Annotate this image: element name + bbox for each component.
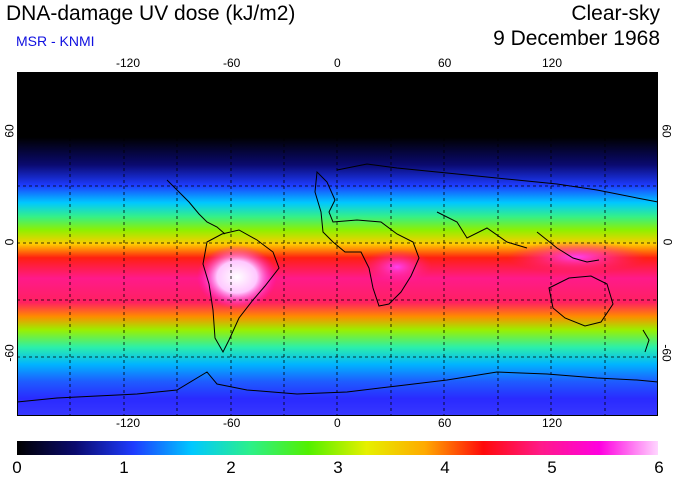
colorbar-label-4: 4 <box>440 458 450 477</box>
colorbar-label-5: 5 <box>547 458 557 477</box>
lon-tick-top-minus60: -60 <box>223 56 241 70</box>
uv-dose-world-map <box>17 72 658 416</box>
lat-tick-right-60: 60 <box>659 124 674 138</box>
lon-tick-bottom-0: 0 <box>334 416 341 430</box>
coastlines <box>17 163 658 403</box>
lon-tick-bottom-minus120: -120 <box>116 416 141 430</box>
map-frame <box>17 72 658 416</box>
lat-tick-left-0: 0 <box>2 238 17 246</box>
lon-tick-bottom-60: 60 <box>438 416 452 430</box>
colorbar-label-3: 3 <box>333 458 343 477</box>
colorbar-label-6: 6 <box>654 458 664 477</box>
coast-north-america <box>166 179 226 235</box>
hotspot-pacific <box>507 241 647 273</box>
coast-antarctica <box>17 371 658 403</box>
lat-tick-right-minus60: -60 <box>659 344 674 362</box>
colorbar <box>17 441 658 455</box>
lat-tick-right-0: 0 <box>660 238 675 246</box>
coast-australia <box>548 275 614 327</box>
map-title: DNA-damage UV dose (kJ/m2) <box>6 2 296 25</box>
colorbar-label-1: 1 <box>119 458 129 477</box>
lon-tick-top-120: 120 <box>542 56 563 70</box>
coast-eurasia <box>336 163 658 203</box>
hotspot-south-america <box>197 245 277 309</box>
sky-condition: Clear-sky <box>571 2 660 25</box>
coast-southeast-asia-islands <box>536 231 600 263</box>
lon-tick-top-minus120: -120 <box>116 56 141 70</box>
lat-tick-left-minus60: -60 <box>2 344 17 362</box>
colorbar-label-2: 2 <box>226 458 236 477</box>
colorbar-fill <box>17 441 658 455</box>
coast-new-zealand <box>642 329 650 353</box>
colorbar-label-0: 0 <box>12 458 22 477</box>
lat-tick-left-60: 60 <box>2 124 17 138</box>
map-date: 9 December 1968 <box>493 27 660 50</box>
coast-europe-africa <box>314 170 420 307</box>
credit-label: MSR - KNMI <box>16 33 95 49</box>
coast-south-america <box>202 229 280 354</box>
lon-tick-bottom-minus60: -60 <box>223 416 241 430</box>
coast-south-asia <box>436 211 528 249</box>
hotspot-southern-africa <box>362 249 432 285</box>
lon-tick-bottom-120: 120 <box>542 416 563 430</box>
lon-tick-top-0: 0 <box>334 56 341 70</box>
lon-tick-top-60: 60 <box>438 56 452 70</box>
